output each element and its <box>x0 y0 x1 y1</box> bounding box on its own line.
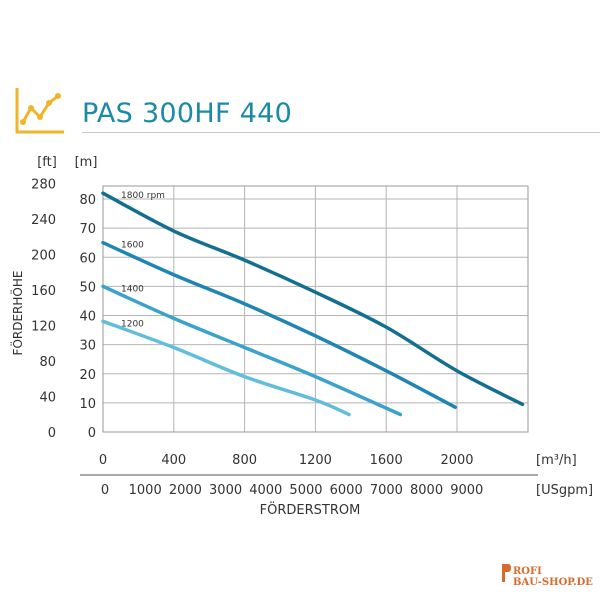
y-tick-label-ft: 80 <box>39 355 56 370</box>
x-tick-label-m3h: 2000 <box>440 453 473 468</box>
watermark: ROFI BAU-SHOP.DE <box>513 566 593 588</box>
x-tick-label-usgpm: 7000 <box>370 483 403 498</box>
y-unit-m: [m] <box>75 155 98 170</box>
y-tick-label-ft: 120 <box>31 319 56 334</box>
x-tick-label-usgpm: 2000 <box>169 483 202 498</box>
curves <box>101 191 525 417</box>
x-unit-m3h: [m³/h] <box>536 453 577 468</box>
y-tick-label-ft: 280 <box>31 177 56 192</box>
curve-1200 <box>101 319 351 417</box>
y-tick-label-m: 60 <box>79 251 96 266</box>
x-tick-label-usgpm: 0 <box>101 483 109 498</box>
curve-1800 <box>101 191 525 407</box>
chart-line-icon <box>15 88 64 134</box>
x-tick-label-m3h: 0 <box>99 453 107 468</box>
y-tick-label-m: 0 <box>88 426 96 441</box>
x-tick-label-usgpm: 6000 <box>330 483 363 498</box>
y-tick-label-m: 20 <box>79 368 96 383</box>
y-axis-title: FÖRDERHÖHE <box>9 271 25 356</box>
y-tick-label-ft: 40 <box>39 390 56 405</box>
labels: 1800 rpm 1600 1400 1200 <box>121 191 165 329</box>
y-tick-label-m: 40 <box>79 310 96 325</box>
title-divider <box>82 132 600 133</box>
series-label-1200: 1200 <box>121 319 144 329</box>
x-tick-label-m3h: 1600 <box>370 453 403 468</box>
curve-1400 <box>101 284 403 417</box>
y-tick-label-ft: 160 <box>31 284 56 299</box>
curve-1600 <box>101 240 457 409</box>
y-tick-label-m: 10 <box>79 397 96 412</box>
shop-logo-icon <box>502 564 511 582</box>
y-tick-label-ft: 0 <box>48 426 56 441</box>
x-tick-label-usgpm: 5000 <box>289 483 322 498</box>
y-tick-label-ft: 200 <box>31 248 56 263</box>
x-tick-label-usgpm: 3000 <box>209 483 242 498</box>
series-label-1400: 1400 <box>121 284 144 294</box>
x-tick-label-m3h: 1200 <box>299 453 332 468</box>
plot-frame <box>102 185 529 433</box>
chart-title: PAS 300HF 440 <box>82 98 293 129</box>
x-unit-usgpm: [USgpm] <box>536 483 593 498</box>
y-tick-label-m: 70 <box>79 222 96 237</box>
x-tick-label-m3h: 800 <box>232 453 257 468</box>
y-tick-label-m: 50 <box>79 280 96 295</box>
x-tick-label-usgpm: 1000 <box>129 483 162 498</box>
series-label-1600: 1600 <box>121 241 144 251</box>
x-tick-label-m3h: 400 <box>161 453 186 468</box>
y-tick-label-m: 80 <box>79 193 96 208</box>
x-tick-label-usgpm: 8000 <box>410 483 443 498</box>
y-unit-ft: [ft] <box>37 155 57 170</box>
axes: 0102030405060708004080120160200240280[ft… <box>9 155 593 518</box>
watermark-line2: BAU-SHOP.DE <box>513 577 593 588</box>
y-tick-label-ft: 240 <box>31 213 56 228</box>
watermark-line1: ROFI <box>513 566 542 577</box>
x-axis-title: FÖRDERSTROM <box>260 501 361 518</box>
x-tick-label-usgpm: 9000 <box>450 483 483 498</box>
grid <box>103 186 528 432</box>
y-tick-label-m: 30 <box>79 339 96 354</box>
x-tick-label-usgpm: 4000 <box>249 483 282 498</box>
series-label-1800: 1800 rpm <box>121 191 165 201</box>
